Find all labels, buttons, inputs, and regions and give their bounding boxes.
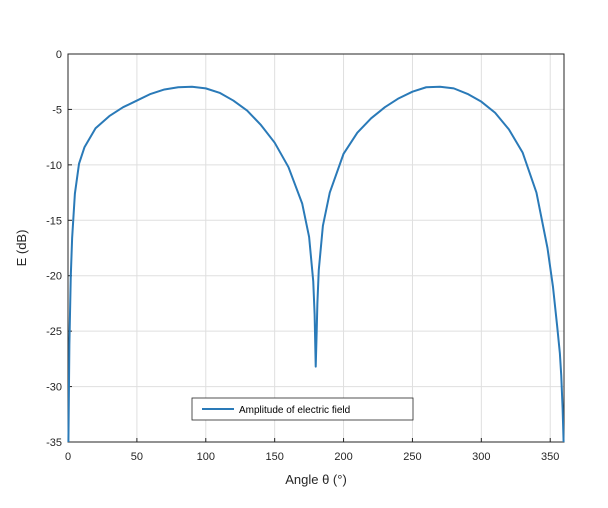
x-tick-label: 300 bbox=[472, 451, 490, 463]
legend-label: Amplitude of electric field bbox=[239, 405, 350, 416]
x-tick-label: 150 bbox=[265, 451, 283, 463]
y-tick-label: -30 bbox=[46, 382, 62, 394]
y-tick-label: -15 bbox=[46, 215, 62, 227]
x-tick-label: 250 bbox=[403, 451, 421, 463]
x-tick-label: 0 bbox=[65, 451, 71, 463]
legend: Amplitude of electric field bbox=[191, 397, 414, 421]
x-axis-label: Angle θ (°) bbox=[285, 472, 347, 487]
legend-box bbox=[191, 397, 414, 421]
x-tick-label: 350 bbox=[541, 451, 559, 463]
ticks: 0 50 100 150 200 250 300 350 0 -5 -10 -15 -20 -25 -30 -… bbox=[46, 49, 559, 463]
grid bbox=[67, 53, 564, 443]
y-tick-label: -5 bbox=[52, 104, 62, 116]
plot-area bbox=[67, 53, 565, 443]
y-tick-label: -20 bbox=[46, 271, 62, 283]
series-line bbox=[67, 85, 565, 443]
y-axis-label: E (dB) bbox=[14, 230, 29, 267]
x-tick-label: 200 bbox=[334, 451, 352, 463]
x-tick-label: 50 bbox=[131, 451, 143, 463]
y-tick-label: -10 bbox=[46, 160, 62, 172]
x-tick-label: 100 bbox=[197, 451, 215, 463]
y-tick-label: -35 bbox=[46, 437, 62, 449]
y-tick-label: -25 bbox=[46, 326, 62, 338]
series-layer bbox=[67, 85, 565, 443]
y-tick-label: 0 bbox=[56, 49, 62, 61]
